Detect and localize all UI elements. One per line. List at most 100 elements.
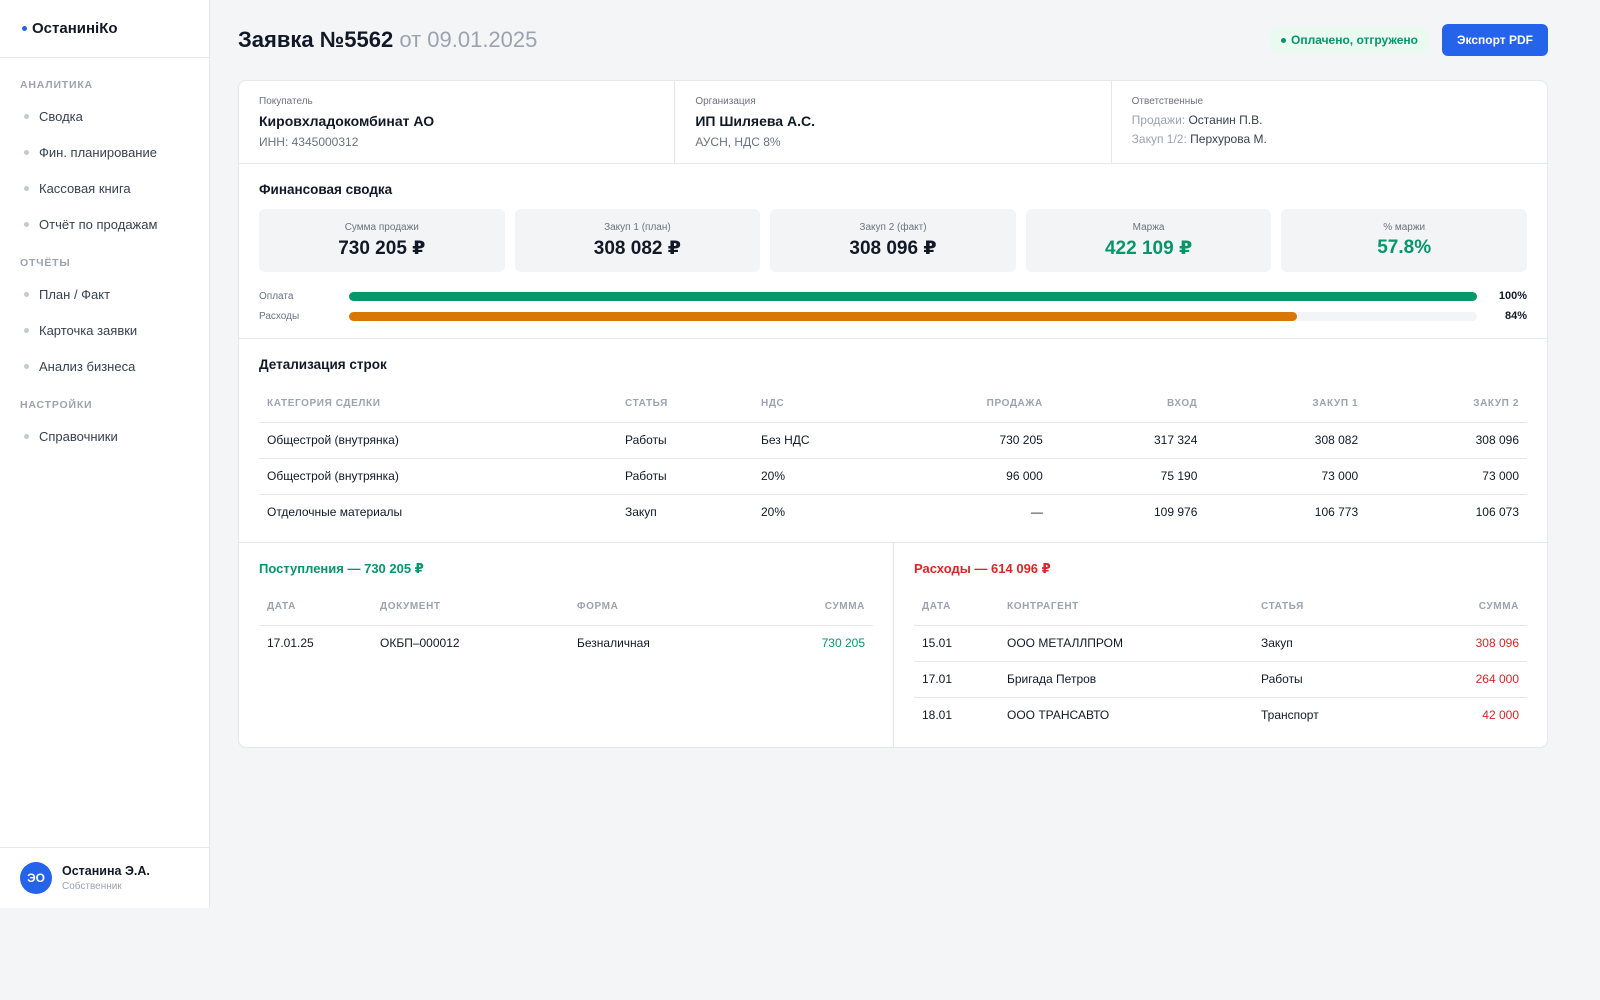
brand-name: ОстанинiКо (32, 20, 118, 37)
sidebar-item-order-card[interactable]: Карточка заявки (0, 312, 209, 348)
cell-amount: 730 205 (821, 636, 865, 651)
cell-category: Общестрой (внутрянка) (259, 422, 617, 459)
sidebar-item-references[interactable]: Справочники (0, 418, 209, 454)
col-sale[interactable]: ПРОДАЖА (863, 386, 1051, 423)
table-header-row: ДАТА ДОКУМЕНТ ФОРМА СУММА (259, 589, 873, 626)
status-text: Оплачено, отгружено (1291, 33, 1418, 47)
user-role: Собственник (62, 881, 122, 892)
bar-track (349, 311, 1477, 321)
bullet-icon (24, 221, 29, 227)
table-row[interactable]: Отделочные материалы Закуп 20% — 109 976… (259, 494, 1527, 530)
kpi-value: 308 082 ₽ (593, 238, 681, 259)
cell-purchase-2: 308 096 (1366, 422, 1527, 459)
kpi-margin: Маржа 422 109 ₽ (1025, 209, 1272, 272)
kpi-label: Маржа (1132, 222, 1165, 233)
sidebar-item-summary[interactable]: Сводка (0, 98, 209, 134)
user-profile[interactable]: ЭО Останина Э.А. Собственник (0, 847, 209, 908)
col-purchase-1[interactable]: ЗАКУП 1 (1205, 386, 1367, 423)
cell-form: Безналичная (577, 636, 650, 651)
kpi-label: Закуп 2 (факт) (859, 222, 927, 233)
table-row[interactable]: 18.01 ООО ТРАНСАВТО Транспорт 42 000 (914, 697, 1527, 733)
cell-sale: — (1030, 505, 1043, 520)
status-dot-icon (1281, 37, 1286, 43)
kpi-purchase-plan: Закуп 1 (план) 308 082 ₽ (514, 209, 761, 272)
sidebar-item-cash-book[interactable]: Кассовая книга (0, 170, 209, 206)
purchase-responsible: Закуп 1/2: Перхурова М. (1132, 132, 1527, 146)
bar-track (349, 291, 1477, 301)
sidebar-item-fin-planning[interactable]: Фин. планирование (0, 134, 209, 170)
cell-date: 17.01.25 (267, 636, 314, 651)
payments-split: Поступления — 730 205 ₽ ДАТА ДОКУМЕНТ ФО… (239, 543, 1547, 747)
col-amount[interactable]: СУММА (751, 589, 873, 626)
cell-purchase-2: 106 073 (1475, 505, 1519, 520)
table-row[interactable]: Общестрой (внутрянка) Работы 20% 96 000 … (259, 458, 1527, 495)
progress-bars: Оплата 100% Расходы 84% (259, 286, 1527, 326)
cell-document: ОКБП–000012 (380, 636, 460, 651)
sidebar-item-sales-report[interactable]: Отчёт по продажам (0, 206, 209, 242)
table-row[interactable]: 17.01.25 ОКБП–000012 Безналичная 730 205 (259, 625, 873, 661)
cell-article: Работы (617, 458, 753, 495)
purchase-value: Перхурова М. (1190, 132, 1267, 146)
col-incoming[interactable]: ВХОД (1050, 386, 1206, 423)
cell-category: Общестрой (внутрянка) (259, 458, 617, 495)
sidebar-item-label: План / Факт (39, 286, 111, 302)
table-row[interactable]: 15.01 ООО МЕТАЛЛПРОМ Закуп 308 096 (914, 625, 1527, 662)
user-name: Останина Э.А. (62, 864, 150, 878)
col-form[interactable]: ФОРМА (569, 589, 752, 626)
expenses-title: Расходы — 614 096 ₽ (914, 561, 1051, 576)
export-pdf-button[interactable]: Экспорт PDF (1441, 24, 1548, 56)
brand-logo[interactable]: ОстанинiКо (0, 0, 209, 58)
brand-dot-icon (22, 26, 27, 31)
bar-value: 100% (1498, 290, 1527, 302)
expenses-progress: Расходы 84% (259, 306, 1527, 326)
responsible-label: Ответственные (1131, 96, 1204, 107)
organization-info: Организация ИП Шиляева А.С. АУСН, НДС 8% (675, 81, 1112, 163)
cell-article: Работы (1253, 661, 1405, 698)
col-article[interactable]: СТАТЬЯ (617, 386, 753, 423)
col-date[interactable]: ДАТА (914, 589, 999, 626)
table-header-row: КАТЕГОРИЯ СДЕЛКИ СТАТЬЯ НДС ПРОДАЖА ВХОД… (259, 386, 1527, 423)
sidebar-item-label: Сводка (39, 108, 83, 124)
kpi-row: Сумма продажи 730 205 ₽ Закуп 1 (план) 3… (259, 209, 1527, 272)
cell-vat: Без НДС (753, 422, 863, 459)
bullet-icon (24, 433, 29, 439)
sidebar-item-label: Карточка заявки (39, 322, 138, 338)
kpi-value: 730 205 ₽ (338, 238, 426, 259)
bullet-icon (24, 149, 29, 155)
sidebar-item-business-analysis[interactable]: Анализ бизнеса (0, 348, 209, 384)
buyer-info: Покупатель Кировхладокомбинат АО ИНН: 43… (239, 81, 676, 163)
expenses-table: ДАТА КОНТРАГЕНТ СТАТЬЯ СУММА 15.01 ООО М… (914, 589, 1527, 733)
col-article[interactable]: СТАТЬЯ (1253, 589, 1405, 626)
col-date[interactable]: ДАТА (259, 589, 372, 626)
bullet-icon (24, 113, 29, 119)
cell-date: 17.01 (914, 661, 999, 698)
col-vat[interactable]: НДС (753, 386, 863, 423)
order-number: Заявка №5562 (238, 27, 394, 52)
expenses-section: Расходы — 614 096 ₽ ДАТА КОНТРАГЕНТ СТАТ… (893, 543, 1547, 747)
status-badge: Оплачено, отгружено (1269, 26, 1430, 54)
responsible-info: Ответственные Продажи: Останин П.В. Заку… (1112, 81, 1547, 163)
purchase-label: Закуп 1/2: (1131, 132, 1187, 146)
kpi-sale-amount: Сумма продажи 730 205 ₽ (259, 209, 505, 272)
cell-counterparty: Бригада Петров (999, 661, 1253, 698)
table-row[interactable]: 17.01 Бригада Петров Работы 264 000 (914, 661, 1527, 698)
cell-incoming: 109 976 (1153, 505, 1198, 520)
col-counterparty[interactable]: КОНТРАГЕНТ (999, 589, 1253, 626)
bullet-icon (24, 363, 29, 369)
payment-progress: Оплата 100% (259, 286, 1527, 306)
bar-label: Оплата (259, 290, 294, 302)
col-category[interactable]: КАТЕГОРИЯ СДЕЛКИ (259, 386, 617, 423)
col-purchase-2[interactable]: ЗАКУП 2 (1366, 386, 1527, 423)
table-row[interactable]: Общестрой (внутрянка) Работы Без НДС 730… (259, 422, 1527, 459)
cell-article: Закуп (1253, 625, 1405, 662)
sales-value: Останин П.В. (1188, 113, 1263, 127)
finance-summary: Финансовая сводка Сумма продажи 730 205 … (239, 164, 1547, 339)
sidebar-item-plan-fact[interactable]: План / Факт (0, 276, 209, 312)
info-row: Покупатель Кировхладокомбинат АО ИНН: 43… (239, 81, 1547, 164)
avatar: ЭО (20, 862, 52, 894)
col-document[interactable]: ДОКУМЕНТ (372, 589, 569, 626)
cell-article: Транспорт (1261, 708, 1319, 723)
col-amount[interactable]: СУММА (1404, 589, 1527, 626)
order-date: от 09.01.2025 (399, 27, 538, 52)
payment-bar-fill (349, 291, 1477, 301)
